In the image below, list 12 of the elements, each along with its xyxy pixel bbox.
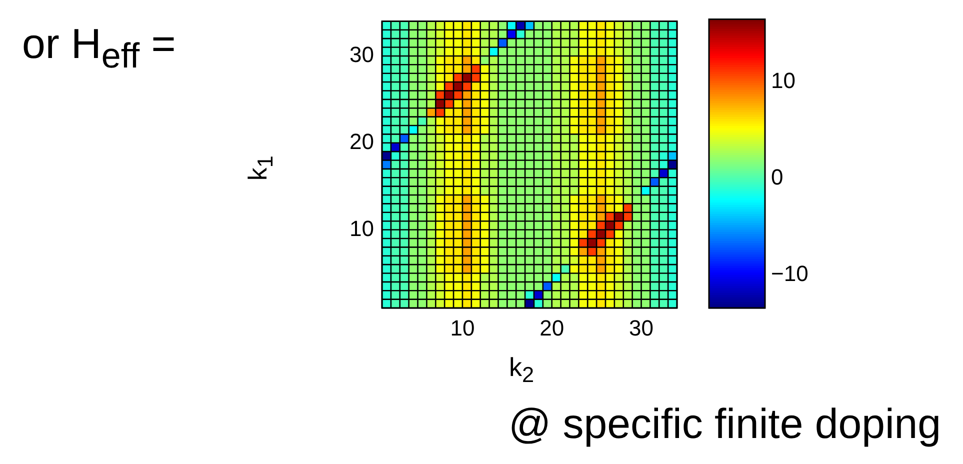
y-tick-label: 20 — [350, 128, 374, 154]
text: @ specific finite doping — [508, 400, 941, 448]
x-tick-label: 10 — [450, 315, 475, 340]
x-axis-title: k$_{2}$ — [509, 352, 534, 388]
y-tick-label: 10 — [350, 216, 374, 241]
color-bar-label: 0 — [771, 164, 784, 190]
text: or H$_{eff}$ = — [22, 20, 176, 76]
x-tick-label: 20 — [540, 315, 564, 340]
y-tick-label: 30 — [350, 42, 374, 68]
x-tick-label: 30 — [629, 315, 654, 340]
color-bar-label: −10 — [771, 261, 808, 286]
color-bar-label: 10 — [771, 68, 796, 94]
